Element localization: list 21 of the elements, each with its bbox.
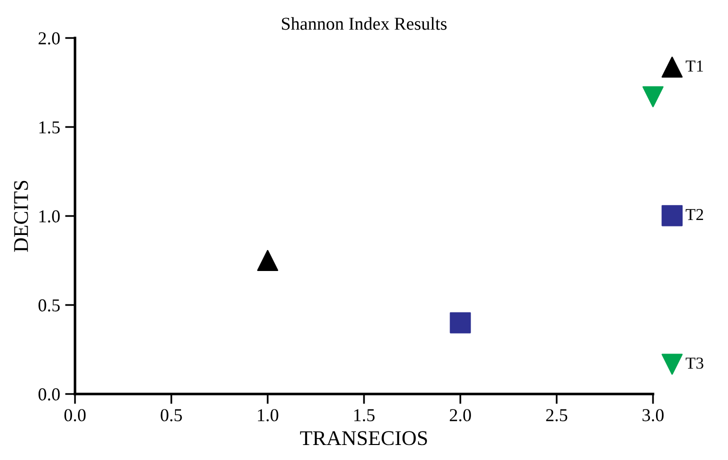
- y-tick-label: 1.5: [39, 121, 60, 134]
- legend-label: T1: [686, 60, 703, 72]
- x-tick-label: 1.5: [354, 409, 375, 422]
- legend-label: T2: [686, 209, 704, 220]
- point: [450, 312, 471, 334]
- x-axis-title: TRANSECIOS: [300, 431, 427, 446]
- legend-label: T3: [686, 358, 704, 369]
- y-tick-label: 0.5: [38, 299, 60, 312]
- x-tick-label: 3.0: [642, 409, 664, 422]
- x-tick-label: 2.0: [450, 409, 471, 422]
- y-axis-title: DECITS: [14, 180, 28, 252]
- x-tick-label: 2.5: [546, 409, 568, 422]
- y-tick-label: 2.0: [38, 32, 60, 45]
- y-tick-label: 1.0: [39, 210, 60, 223]
- x-tick-label: 0.5: [160, 409, 182, 422]
- x-tick-label: 0.0: [64, 409, 86, 422]
- chart-title: Shannon Index Results: [282, 17, 447, 30]
- point: [257, 250, 278, 272]
- y-tick-label: 0.0: [38, 388, 60, 401]
- point: [642, 86, 664, 108]
- x-tick-label: 1.0: [258, 409, 278, 422]
